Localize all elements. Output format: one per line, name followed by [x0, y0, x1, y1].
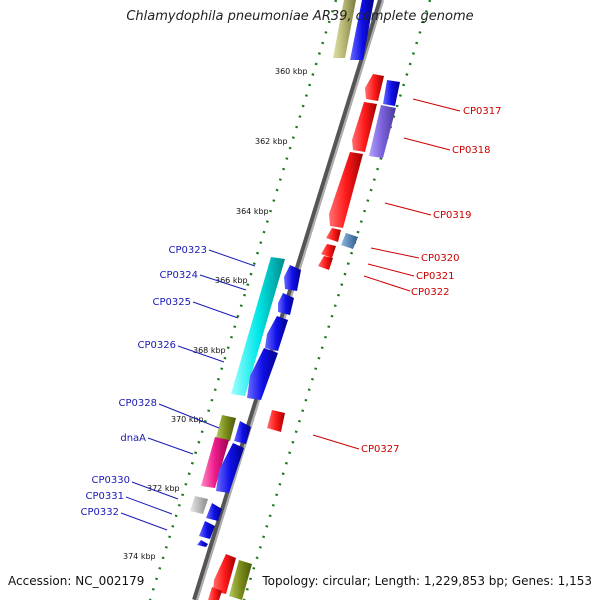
- leader-cp0330: [131, 481, 179, 500]
- gene-arrow-cp0331: [199, 521, 215, 539]
- gene-label-cp0323[interactable]: CP0323: [169, 245, 207, 256]
- leader-dnaA: [147, 437, 194, 455]
- gene-arrow-bottom-red-2: [208, 587, 222, 600]
- gene-arrow-cp0322: [318, 256, 333, 270]
- leader-cp0317: [412, 98, 461, 112]
- purple-feature-cp0318: [369, 105, 396, 158]
- pink-feature-dnaA: [201, 437, 229, 488]
- leader-cp0321: [367, 263, 415, 277]
- tick-label-372: 372 kbp: [147, 484, 180, 493]
- gene-arrow-cp0330: [206, 503, 222, 521]
- gene-arrow-cp0318: [352, 102, 377, 152]
- gene-arrow-cp0326: [247, 348, 278, 400]
- gene-label-cp0320[interactable]: CP0320: [421, 253, 459, 264]
- gene-arrow-cp0325: [265, 316, 288, 351]
- gene-label-cp0327[interactable]: CP0327: [361, 444, 399, 455]
- leader-cp0318: [403, 137, 451, 151]
- gene-arrow-cp0319: [329, 152, 363, 228]
- cyan-feature-cp0323: [231, 257, 285, 396]
- gene-arrow-cp0328: [234, 421, 251, 444]
- gene-arrow-cp0317-blue: [383, 80, 400, 106]
- leader-cp0325: [192, 301, 239, 319]
- tick-label-368: 368 kbp: [193, 346, 226, 355]
- gene-arrow-cp0332: [197, 540, 208, 547]
- gene-label-cp0325[interactable]: CP0325: [153, 297, 191, 308]
- gene-label-cp0318[interactable]: CP0318: [452, 145, 490, 156]
- gene-arrow-cp0327: [267, 410, 285, 432]
- gene-label-cp0326[interactable]: CP0326: [138, 340, 176, 351]
- gene-label-cp0331[interactable]: CP0331: [86, 491, 124, 502]
- gene-label-cp0332[interactable]: CP0332: [81, 507, 119, 518]
- leader-cp0332: [120, 512, 168, 531]
- gene-arrow-dnaA: [216, 443, 244, 493]
- map-title: Chlamydophila pneumoniae AR39, complete …: [126, 9, 474, 24]
- grey-feature-cp0330: [190, 496, 208, 514]
- gene-label-cp0321[interactable]: CP0321: [416, 271, 454, 282]
- gene-arrow-cp0317: [365, 74, 384, 101]
- khaki-feature-top: [333, 0, 356, 58]
- gene-label-cp0322[interactable]: CP0322: [411, 287, 449, 298]
- gene-label-cp0319[interactable]: CP0319: [433, 210, 471, 221]
- accession-caption: Accession: NC_002179: [8, 574, 145, 588]
- gene-arrow-cp0320: [326, 228, 341, 242]
- tick-label-364: 364 kbp: [236, 207, 269, 216]
- tick-label-370: 370 kbp: [171, 415, 204, 424]
- gene-label-cp0324[interactable]: CP0324: [160, 270, 198, 281]
- olive-feature-bottom: [229, 560, 252, 600]
- blue-gene-top: [350, 0, 374, 60]
- leader-cp0327: [312, 434, 360, 450]
- leader-cp0324: [199, 274, 247, 291]
- gene-label-cp0328[interactable]: CP0328: [119, 398, 157, 409]
- genome-summary-caption: Topology: circular; Length: 1,229,853 bp…: [262, 574, 592, 588]
- tick-label-374: 374 kbp: [123, 552, 156, 561]
- gene-arrow-bottom-red: [213, 554, 236, 594]
- gene-label-cp0330[interactable]: CP0330: [92, 475, 130, 486]
- tick-label-366: 366 kbp: [215, 276, 248, 285]
- gene-arrow-cp0324: [278, 293, 294, 315]
- gene-arrow-cp0321: [321, 244, 336, 258]
- tick-label-362: 362 kbp: [255, 137, 288, 146]
- steel-feature-cp0320: [341, 233, 358, 249]
- leader-cp0322: [363, 275, 411, 292]
- leader-cp0323: [208, 249, 256, 267]
- leader-cp0319: [384, 202, 432, 216]
- leader-cp0328: [158, 403, 220, 429]
- tick-label-360: 360 kbp: [275, 67, 308, 76]
- olive-feature-cp0328: [216, 415, 236, 441]
- gene-arrow-cp0323: [284, 265, 301, 291]
- gene-label-dnaA[interactable]: dnaA: [120, 433, 146, 444]
- leader-cp0320: [370, 247, 420, 259]
- leader-cp0326: [177, 345, 225, 363]
- gene-label-cp0317[interactable]: CP0317: [463, 106, 501, 117]
- leader-cp0331: [125, 496, 173, 515]
